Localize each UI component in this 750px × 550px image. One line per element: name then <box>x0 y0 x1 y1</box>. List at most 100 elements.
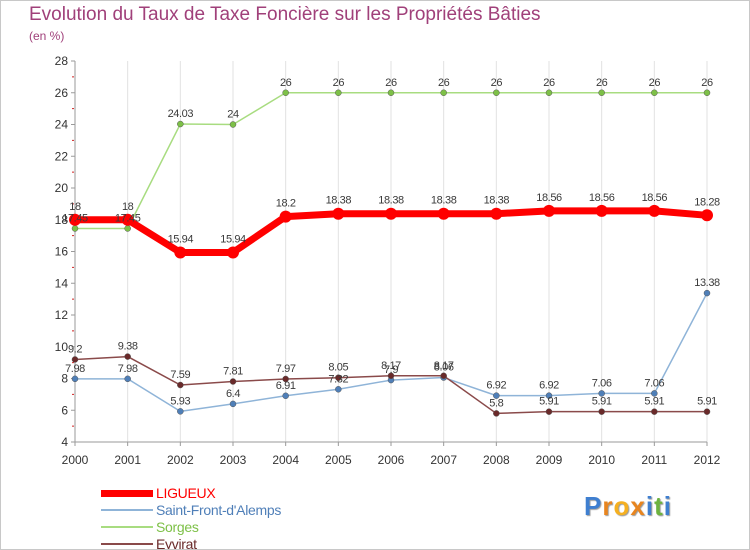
data-label: 18.56 <box>536 192 562 204</box>
y-tick-label: 6 <box>61 403 68 417</box>
data-label: 24.03 <box>168 108 194 120</box>
data-point <box>490 207 503 220</box>
data-label: 5.93 <box>170 395 190 407</box>
data-point <box>703 408 711 415</box>
x-tick-label-2002: 2002 <box>167 453 194 467</box>
data-label: 18.38 <box>484 195 510 207</box>
data-label: 26 <box>491 77 503 89</box>
x-tick-label-2010: 2010 <box>588 453 615 467</box>
data-point <box>177 120 184 128</box>
logo-letter: P <box>584 491 603 521</box>
data-label: 7.98 <box>65 363 85 375</box>
data-label: 7.59 <box>170 369 190 381</box>
proxiti-logo: Proxiti <box>584 491 672 522</box>
data-point <box>335 386 342 393</box>
y-tick-label: 8 <box>61 372 68 386</box>
data-point <box>335 374 342 381</box>
data-label: 18.2 <box>276 198 296 210</box>
logo-letter: i <box>645 491 655 521</box>
data-label: 5.91 <box>592 396 612 408</box>
data-point <box>71 225 79 232</box>
legend-label: Sorges <box>156 519 199 535</box>
data-label: 7.06 <box>644 377 664 389</box>
y-tick-label: 22 <box>55 149 69 163</box>
legend-swatch <box>101 490 153 497</box>
data-point <box>703 89 711 96</box>
data-label: 8.06 <box>434 362 454 374</box>
chart-subtitle: (en %) <box>29 29 65 43</box>
data-label: 7.9 <box>384 364 398 376</box>
data-label: 18.28 <box>694 196 720 208</box>
legend-swatch <box>101 509 153 511</box>
data-point <box>598 89 605 96</box>
data-point <box>651 89 658 96</box>
data-point <box>387 372 395 380</box>
x-tick-label-2003: 2003 <box>220 453 247 467</box>
data-point <box>598 390 605 397</box>
data-point <box>545 392 553 399</box>
data-point <box>437 207 450 220</box>
data-point <box>545 408 553 415</box>
data-label: 6.91 <box>276 380 296 392</box>
x-tick-label-2004: 2004 <box>272 453 299 467</box>
data-label: 7.32 <box>328 373 348 385</box>
data-point <box>282 392 289 400</box>
x-tick-label-2006: 2006 <box>378 453 405 467</box>
data-point <box>651 408 658 415</box>
data-label: 26 <box>701 77 713 89</box>
logo-letter: o <box>613 491 631 521</box>
data-point <box>69 213 81 226</box>
y-tick-label: 12 <box>55 308 69 322</box>
data-label: 26 <box>333 77 345 89</box>
data-label: 26 <box>385 77 397 89</box>
data-label: 17.45 <box>115 212 141 224</box>
x-tick-label-2000: 2000 <box>62 453 89 467</box>
x-tick-label-2011: 2011 <box>641 453 667 467</box>
data-point <box>493 410 500 417</box>
data-point <box>71 356 79 363</box>
data-point <box>282 89 289 96</box>
data-label: 26 <box>543 77 555 89</box>
data-label: 18.38 <box>378 195 404 207</box>
x-tick-label-2008: 2008 <box>483 453 510 467</box>
data-point <box>651 390 658 397</box>
data-point <box>493 89 500 96</box>
data-label: 5.91 <box>644 396 664 408</box>
data-label: 26 <box>649 77 661 89</box>
data-point <box>440 89 447 96</box>
data-point <box>227 246 239 259</box>
x-tick-label-2012: 2012 <box>694 453 721 467</box>
data-label: 6.4 <box>226 388 240 400</box>
data-point <box>598 408 605 415</box>
legend-swatch <box>101 526 153 528</box>
data-point <box>648 204 661 217</box>
data-point <box>385 207 397 220</box>
legend-swatch <box>101 543 153 545</box>
data-label: 8.17 <box>434 360 454 372</box>
data-label: 9.38 <box>118 341 138 353</box>
data-point <box>595 204 608 217</box>
data-point <box>279 210 292 223</box>
data-point <box>545 89 553 96</box>
data-label: 18 <box>122 201 134 213</box>
y-tick-label: 4 <box>61 435 68 449</box>
data-label: 7.06 <box>592 377 612 389</box>
data-label: 6.92 <box>539 380 559 392</box>
y-tick-label: 24 <box>55 118 69 132</box>
data-label: 18.56 <box>642 192 668 204</box>
data-point <box>493 392 500 399</box>
data-label: 13.38 <box>694 277 720 289</box>
data-label: 8.05 <box>328 362 348 374</box>
data-label: 7.81 <box>223 366 243 378</box>
y-tick-label: 10 <box>55 340 69 354</box>
data-point <box>543 204 555 217</box>
x-tick-label-2005: 2005 <box>325 453 352 467</box>
logo-letter: t <box>654 491 664 521</box>
data-point <box>124 225 131 232</box>
logo-letter: x <box>630 491 646 521</box>
data-label: 15.94 <box>220 233 246 245</box>
legend-label: Eyvirat <box>156 536 197 550</box>
data-label: 6.92 <box>486 380 506 392</box>
data-label: 26 <box>438 77 450 89</box>
data-label: 5.91 <box>697 396 717 408</box>
